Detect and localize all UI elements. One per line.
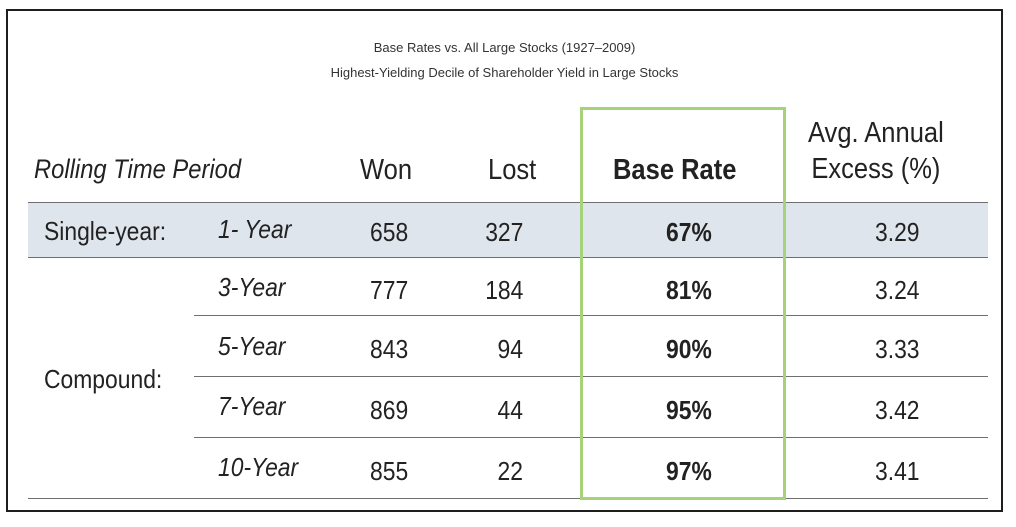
table-row-lost: 44 [497, 395, 523, 425]
table-bottom-rule [28, 498, 988, 499]
group-label-single-year: Single-year: [44, 216, 167, 246]
table-row-won: 843 [370, 334, 409, 364]
table-row-period: 1- Year [218, 214, 292, 244]
table-row-period: 5-Year [218, 331, 286, 361]
table-row-won: 658 [370, 217, 409, 247]
table-row-excess: 3.24 [875, 275, 920, 305]
header-won: Won [360, 154, 413, 186]
header-base-rate: Base Rate [613, 154, 737, 186]
row-divider [194, 376, 988, 377]
table-row-base-rate: 67% [666, 217, 712, 247]
table-subtitle: Highest-Yielding Decile of Shareholder Y… [330, 65, 679, 80]
table-row-won: 855 [370, 456, 409, 486]
table-row-excess: 3.29 [875, 217, 920, 247]
header-lost: Lost [488, 154, 537, 186]
table-row-excess: 3.33 [875, 334, 920, 364]
table-row-won: 869 [370, 395, 409, 425]
table-row-lost: 22 [497, 456, 523, 486]
table-row-base-rate: 81% [666, 275, 712, 305]
table-row-base-rate: 97% [666, 456, 712, 486]
table-row-excess: 3.41 [875, 456, 920, 486]
table-row-lost: 94 [497, 334, 523, 364]
table-titles: Base Rates vs. All Large Stocks (1927–20… [8, 35, 1001, 85]
table-row-period: 3-Year [218, 272, 286, 302]
header-avg-annual-excess: Avg. Annual Excess (%) [808, 115, 944, 187]
header-excess-line1: Avg. Annual [808, 117, 944, 149]
table-row-won: 777 [370, 275, 409, 305]
header-excess-line2: Excess (%) [811, 153, 941, 185]
table-row-excess: 3.42 [875, 395, 920, 425]
table-row-lost: 184 [484, 275, 523, 305]
table-row-lost: 327 [484, 217, 523, 247]
single-year-row-background [28, 202, 988, 258]
table-row-base-rate: 95% [666, 395, 712, 425]
table-title: Base Rates vs. All Large Stocks (1927–20… [373, 40, 636, 55]
table-row-period: 10-Year [218, 452, 299, 482]
header-rolling-time-period: Rolling Time Period [34, 154, 242, 184]
row-divider [194, 437, 988, 438]
row-divider [194, 315, 988, 316]
table-row-period: 7-Year [218, 391, 286, 421]
group-label-compound: Compound: [44, 364, 163, 394]
table-figure: Base Rates vs. All Large Stocks (1927–20… [6, 9, 1003, 512]
table-row-base-rate: 90% [666, 334, 712, 364]
